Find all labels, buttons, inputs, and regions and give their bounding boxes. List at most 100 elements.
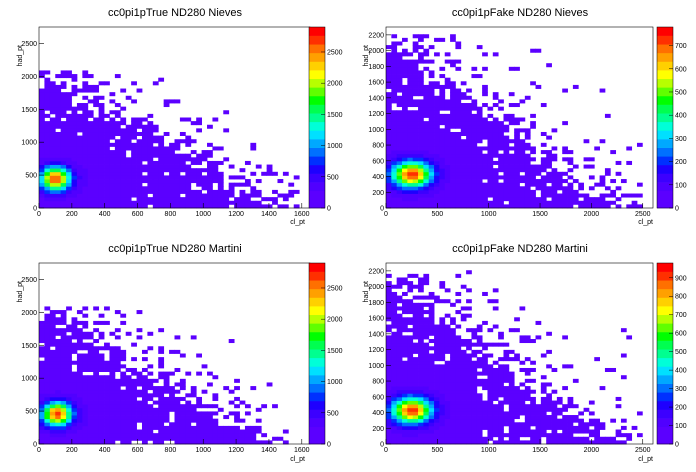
heatmap-cell (125, 200, 132, 205)
heatmap-cell (234, 440, 240, 445)
heatmap-cell (272, 189, 278, 194)
heatmap-cell (407, 288, 414, 293)
heatmap-cell (562, 407, 568, 412)
heatmap-cell (196, 433, 202, 438)
heatmap-cell (519, 396, 526, 401)
heatmap-cell (407, 70, 414, 75)
heatmap-cell (476, 371, 483, 376)
heatmap-cell (455, 353, 462, 358)
colorbar-segment (657, 314, 673, 324)
heatmap-cell (524, 367, 531, 372)
heatmap-cell (396, 320, 403, 325)
heatmap-cell (434, 378, 440, 383)
heatmap-cell (49, 139, 56, 144)
heatmap-cell (428, 45, 435, 50)
heatmap-cell (471, 411, 478, 416)
heatmap-cell (508, 328, 515, 333)
heatmap-cell (179, 440, 186, 445)
heatmap-cell (87, 113, 94, 118)
heatmap-cell (578, 418, 584, 423)
heatmap-cell (412, 92, 419, 97)
y-tick-label: 200 (372, 426, 384, 433)
heatmap-cell (551, 436, 558, 441)
heatmap-cell (407, 436, 414, 441)
heatmap-cell (212, 193, 219, 198)
heatmap-cell (147, 124, 154, 129)
heatmap-cell (471, 99, 478, 104)
heatmap-cell (524, 186, 531, 191)
heatmap-cell (444, 440, 451, 445)
y-axis-label: had_pt (17, 281, 24, 302)
heatmap-cell (455, 411, 462, 416)
heatmap-cell (402, 95, 408, 100)
heatmap-cell (460, 342, 467, 347)
heatmap-cell (169, 164, 175, 169)
heatmap-cell (530, 48, 536, 53)
heatmap-cell (487, 411, 494, 416)
colorbar-segment (309, 435, 325, 445)
heatmap-cell (391, 48, 398, 53)
heatmap-cell (412, 393, 419, 398)
heatmap-cell (98, 171, 105, 176)
heatmap-cell (636, 204, 643, 209)
heatmap-cell (55, 193, 62, 198)
heatmap-cell (55, 396, 62, 401)
heatmap-cell (476, 200, 483, 205)
heatmap-cell (82, 382, 89, 387)
heatmap-cell (487, 400, 494, 405)
heatmap-cell (104, 407, 110, 412)
colorbar-segment (657, 349, 673, 359)
heatmap-cell (386, 81, 392, 86)
heatmap-cell (386, 193, 392, 198)
heatmap-cell (530, 146, 536, 151)
heatmap-cell (44, 349, 51, 354)
heatmap-cell (39, 411, 45, 416)
heatmap-cell (39, 436, 45, 441)
heatmap-cell (185, 186, 192, 191)
heatmap-cell (66, 135, 72, 140)
heatmap-cell (109, 415, 116, 420)
heatmap-cell (109, 346, 116, 351)
heatmap-cell (444, 186, 451, 191)
heatmap-cell (423, 415, 430, 420)
heatmap-cell (524, 146, 531, 151)
heatmap-cell (244, 404, 251, 409)
heatmap-cell (71, 197, 78, 202)
colorbar-segment (657, 366, 673, 376)
heatmap-cell (620, 193, 627, 198)
heatmap-cell (212, 425, 219, 430)
heatmap-cell (114, 425, 121, 430)
heatmap-cell (288, 189, 295, 194)
heatmap-cell (93, 124, 100, 129)
heatmap-cell (39, 117, 45, 122)
heatmap-cell (396, 418, 403, 423)
heatmap-cell (152, 171, 159, 176)
heatmap-cell (423, 150, 430, 155)
heatmap-cell (60, 70, 67, 75)
heatmap-cell (583, 193, 590, 198)
heatmap-cell (434, 331, 440, 336)
plot-frame (385, 262, 654, 445)
heatmap-cell (93, 131, 100, 136)
heatmap-cell (471, 331, 478, 336)
heatmap-cell (439, 204, 446, 209)
heatmap-cell (109, 360, 116, 365)
heatmap-cell (492, 378, 499, 383)
heatmap-cell (508, 92, 515, 97)
heatmap-cell (55, 328, 62, 333)
heatmap-cell (391, 346, 398, 351)
heatmap-cell (439, 200, 446, 205)
heatmap-cell (471, 367, 478, 372)
heatmap-cell (391, 146, 398, 151)
heatmap-cell (407, 306, 414, 311)
heatmap-cell (55, 418, 62, 423)
heatmap-cell (428, 146, 435, 151)
heatmap-cell (391, 299, 398, 304)
heatmap-cell (498, 378, 504, 383)
heatmap-cell (428, 74, 435, 79)
heatmap-cell (407, 302, 414, 307)
heatmap-cell (158, 164, 165, 169)
heatmap-cell (503, 186, 510, 191)
heatmap-cell (396, 153, 403, 158)
heatmap-cell (60, 113, 67, 118)
